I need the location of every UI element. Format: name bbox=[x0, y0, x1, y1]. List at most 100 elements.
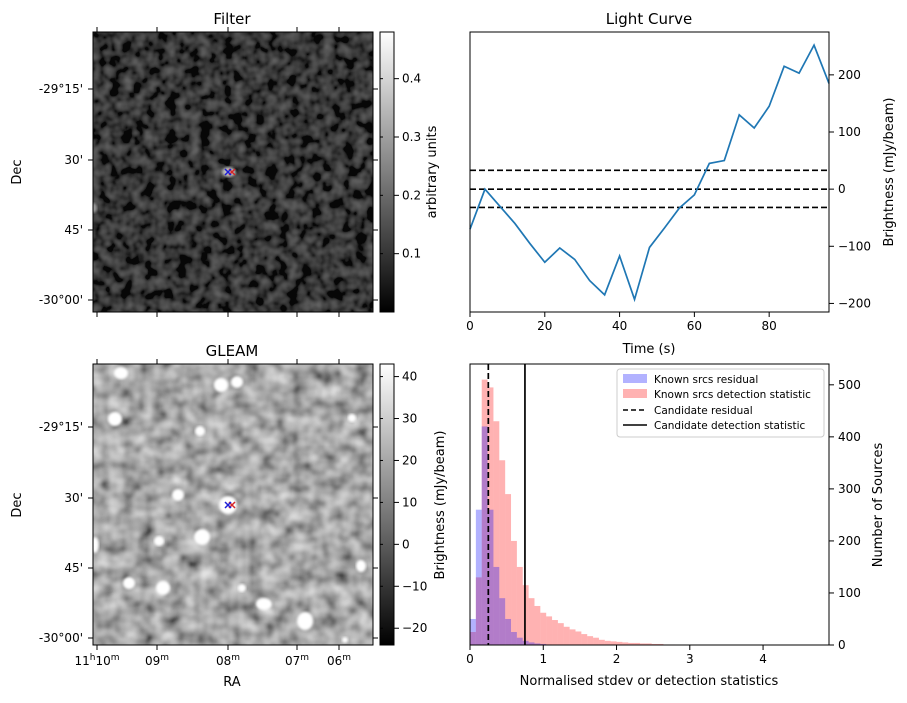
colorbar-tick-label: 0 bbox=[402, 537, 410, 551]
gleam-y-ticks: -29°15' 30' 45' -30°00' bbox=[39, 420, 378, 645]
histogram-bar-residual bbox=[499, 598, 506, 645]
gleam-ylabel: Dec bbox=[10, 492, 25, 517]
light-curve-title: Light Curve bbox=[606, 10, 692, 28]
gleam-source-blob bbox=[156, 581, 170, 595]
histogram-y-tick-label: 200 bbox=[838, 534, 861, 548]
filter-blue-cross-marker bbox=[224, 168, 232, 176]
dec-tick-label: 45' bbox=[64, 561, 83, 575]
histogram-bar-detection bbox=[598, 639, 605, 645]
light-curve-ticks: 0 20 40 60 80 200 100 0 −100 −200 bbox=[466, 68, 871, 333]
histogram-x-tick-label: 4 bbox=[759, 652, 767, 666]
histogram-ticks: 0 1 2 3 4 0 100 200 300 400 500 bbox=[466, 378, 861, 666]
light-curve-y-tick-label: 200 bbox=[838, 68, 861, 82]
filter-y-ticks: -29°15' 30' 45' -30°00' bbox=[39, 82, 378, 307]
filter-colorbar: 0.1 0.2 0.3 0.4 arbitrary units bbox=[379, 31, 440, 313]
histogram-plot bbox=[470, 364, 676, 645]
light-curve-ylabel: Brightness (mJy/beam) bbox=[882, 98, 897, 247]
filter-colorbar-label: arbitrary units bbox=[425, 125, 440, 218]
gleam-xlabel: RA bbox=[223, 675, 241, 690]
histogram-bar-detection bbox=[534, 605, 541, 645]
histogram-y-tick-label: 100 bbox=[838, 586, 861, 600]
histogram-x-tick-label: 3 bbox=[686, 652, 694, 666]
light-curve-y-tick-label: 100 bbox=[838, 125, 861, 139]
dec-tick-label: 45' bbox=[64, 223, 83, 237]
histogram-bar-detection bbox=[634, 642, 640, 645]
filter-title: Filter bbox=[213, 10, 251, 28]
colorbar-tick-label: 0.4 bbox=[402, 72, 421, 86]
histogram-panel: 0 1 2 3 4 0 100 200 300 400 500 Normalised stdev o… bbox=[466, 363, 886, 689]
histogram-bar-detection bbox=[481, 379, 488, 645]
histogram-xlabel: Normalised stdev or detection statistics bbox=[520, 674, 779, 689]
gleam-colorbar-ticks: 40 30 20 10 0 −10 −20 bbox=[380, 370, 427, 635]
gleam-source-blob bbox=[154, 536, 164, 546]
histogram-bar-detection bbox=[651, 643, 658, 645]
histogram-bar-residual bbox=[511, 631, 517, 645]
histogram-bar-residual bbox=[481, 426, 488, 645]
colorbar-tick-label: 40 bbox=[402, 370, 417, 384]
gleam-source-blob bbox=[93, 537, 99, 553]
filter-edge-blob bbox=[93, 203, 97, 213]
dec-tick-label: 30' bbox=[64, 491, 83, 505]
histogram-bar-detection bbox=[546, 616, 553, 645]
gleam-source-blob bbox=[348, 414, 356, 422]
light-curve-x-tick-label: 60 bbox=[687, 319, 702, 333]
histogram-bar-detection bbox=[499, 460, 506, 645]
histogram-bar-detection bbox=[657, 643, 664, 645]
light-curve-x-tick-label: 20 bbox=[537, 319, 552, 333]
colorbar-tick-label: 0.3 bbox=[402, 130, 421, 144]
gleam-colorbar: 40 30 20 10 0 −10 −20 Brightness (mJy/beam) bbox=[379, 363, 448, 646]
filter-x-tick-marks bbox=[96, 27, 340, 317]
ra-tick-label: 07m bbox=[285, 653, 309, 668]
legend-label-residual: Known srcs residual bbox=[654, 374, 758, 386]
dec-tick-label: -30°00' bbox=[39, 631, 83, 645]
gleam-x-ticks: 11h10m 09m 08m 07m 06m bbox=[74, 359, 351, 668]
histogram-bar-detection bbox=[528, 598, 535, 645]
dec-tick-label: -29°15' bbox=[39, 420, 83, 434]
histogram-bar-residual bbox=[540, 643, 547, 645]
histogram-bar-detection bbox=[470, 631, 476, 645]
histogram-bar-detection bbox=[628, 642, 635, 645]
histogram-bar-detection bbox=[639, 643, 646, 645]
filter-panel: Filter -29°15'30'45'-30°00' Dec 0.10.20.… bbox=[10, 10, 440, 317]
histogram-bar-residual bbox=[505, 618, 512, 645]
light-curve-y-tick-label: −100 bbox=[838, 239, 871, 253]
histogram-bar-residual bbox=[475, 509, 482, 645]
histogram-bar-residual bbox=[470, 618, 476, 645]
histogram-bar-residual bbox=[516, 637, 523, 645]
filter-colorbar-ticks: 0.1 0.2 0.3 0.4 bbox=[380, 72, 421, 261]
light-curve-xlabel: Time (s) bbox=[622, 342, 676, 357]
gleam-source-blob bbox=[356, 560, 366, 572]
gleam-title: GLEAM bbox=[206, 342, 259, 360]
histogram-bar-detection bbox=[645, 643, 652, 645]
gleam-source-blob bbox=[231, 376, 243, 388]
ra-tick-label: 06m bbox=[327, 653, 351, 668]
colorbar-tick-label: 30 bbox=[402, 412, 417, 426]
colorbar-tick-label: 0.1 bbox=[402, 247, 421, 261]
gleam-source-blob bbox=[214, 378, 228, 392]
histogram-x-tick-label: 1 bbox=[539, 652, 547, 666]
histogram-bar-detection bbox=[604, 640, 611, 645]
histogram-x-tick-label: 0 bbox=[466, 652, 474, 666]
colorbar-tick-label: −20 bbox=[402, 621, 427, 635]
histogram-bar-detection bbox=[505, 494, 512, 645]
filter-colorbar-gradient bbox=[379, 31, 395, 313]
gleam-panel: GLEAM -29°15' 30' 45' -30°00' 11h10m 09m 08m 0… bbox=[10, 342, 448, 690]
colorbar-tick-label: 20 bbox=[402, 453, 417, 467]
colorbar-tick-label: 0.2 bbox=[402, 188, 421, 202]
histogram-bar-detection bbox=[475, 577, 482, 645]
histogram-bar-detection bbox=[569, 629, 576, 645]
histogram-bar-detection bbox=[622, 642, 629, 645]
histogram-bar-residual bbox=[487, 509, 494, 645]
legend-label-candidate-residual: Candidate residual bbox=[654, 405, 753, 417]
histogram-bar-detection bbox=[552, 620, 558, 645]
gleam-source-blob bbox=[342, 637, 348, 643]
gleam-source-blob bbox=[297, 612, 313, 630]
legend-label-candidate-detection: Candidate detection statistic bbox=[654, 420, 806, 432]
gleam-markers bbox=[224, 501, 236, 509]
dec-tick-label: -29°15' bbox=[39, 82, 83, 96]
ra-tick-label: 11h10m bbox=[74, 653, 119, 668]
ra-tick-label: 08m bbox=[216, 653, 240, 668]
histogram-legend: Known srcs residual Known srcs detection… bbox=[616, 368, 825, 438]
light-curve-panel: Light Curve 0 20 40 60 80 200 100 0 −100 −200 Tim… bbox=[466, 10, 897, 357]
